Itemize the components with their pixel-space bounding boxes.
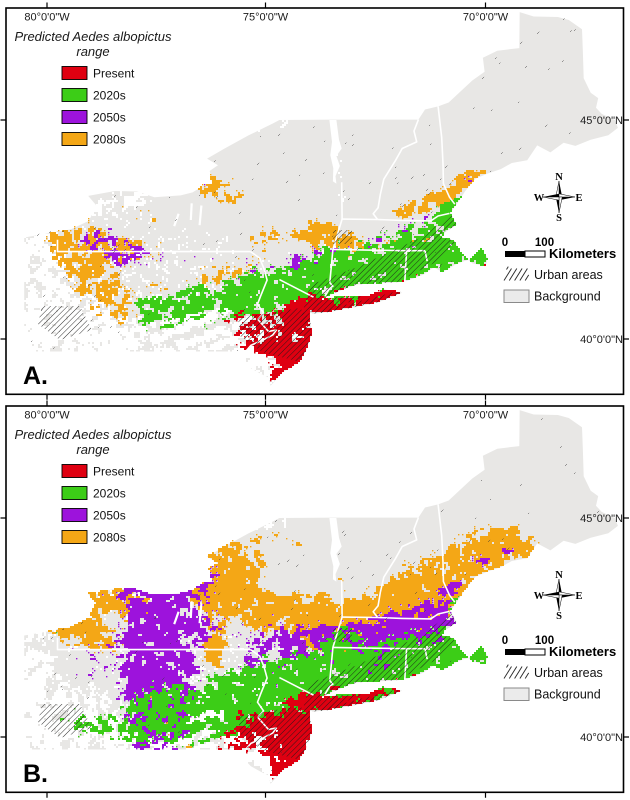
svg-text:N: N <box>555 570 563 581</box>
svg-text:2080s: 2080s <box>93 133 126 147</box>
svg-text:S: S <box>556 611 562 622</box>
svg-text:W: W <box>534 591 545 602</box>
svg-text:70°0'0"W: 70°0'0"W <box>463 410 509 422</box>
svg-text:2080s: 2080s <box>93 531 126 545</box>
svg-text:B.: B. <box>23 760 48 788</box>
svg-text:80°0'0"W: 80°0'0"W <box>24 410 70 422</box>
svg-text:2020s: 2020s <box>93 89 126 103</box>
svg-text:2020s: 2020s <box>93 487 126 501</box>
svg-text:E: E <box>575 193 582 204</box>
svg-text:75°0'0"W: 75°0'0"W <box>243 12 289 24</box>
svg-text:N: N <box>555 172 563 183</box>
svg-text:0: 0 <box>502 635 508 647</box>
svg-text:Present: Present <box>93 465 135 479</box>
svg-text:Predicted Aedes albopictus: Predicted Aedes albopictus <box>14 427 172 442</box>
svg-text:70°0'0"W: 70°0'0"W <box>463 12 509 24</box>
svg-text:range: range <box>76 442 109 457</box>
svg-text:Kilometers: Kilometers <box>549 644 616 659</box>
svg-text:40°0'0"N: 40°0'0"N <box>580 334 623 346</box>
svg-text:100: 100 <box>535 635 554 647</box>
svg-text:range: range <box>76 44 109 59</box>
svg-text:S: S <box>556 213 562 224</box>
svg-text:40°0'0"N: 40°0'0"N <box>580 732 623 744</box>
svg-text:Present: Present <box>93 67 135 81</box>
svg-text:Background: Background <box>534 688 601 702</box>
svg-text:E: E <box>575 591 582 602</box>
svg-text:Predicted Aedes albopictus: Predicted Aedes albopictus <box>14 29 172 44</box>
svg-text:0: 0 <box>502 237 508 249</box>
svg-text:A.: A. <box>23 362 48 390</box>
svg-text:Urban areas: Urban areas <box>534 666 603 680</box>
svg-text:75°0'0"W: 75°0'0"W <box>243 410 289 422</box>
svg-text:100: 100 <box>535 237 554 249</box>
svg-text:2050s: 2050s <box>93 111 126 125</box>
svg-text:45°0'0"N: 45°0'0"N <box>580 115 623 127</box>
svg-text:45°0'0"N: 45°0'0"N <box>580 513 623 525</box>
svg-text:2050s: 2050s <box>93 509 126 523</box>
svg-text:Background: Background <box>534 290 601 304</box>
svg-text:Urban areas: Urban areas <box>534 268 603 282</box>
svg-text:Kilometers: Kilometers <box>549 246 616 261</box>
svg-text:W: W <box>534 193 545 204</box>
svg-text:80°0'0"W: 80°0'0"W <box>24 12 70 24</box>
